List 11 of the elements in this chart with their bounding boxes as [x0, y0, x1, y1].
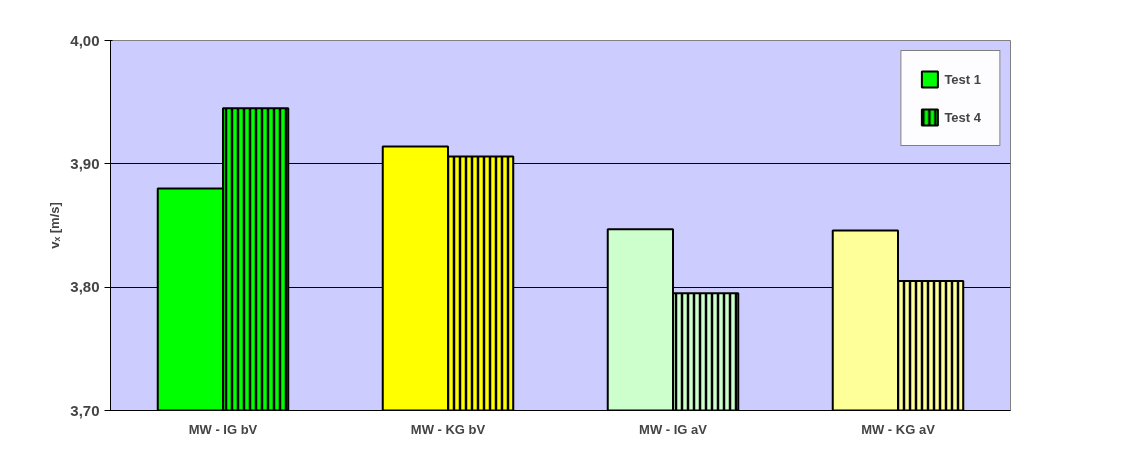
legend-label: Test 4: [944, 109, 981, 125]
y-tick-label: 3,80: [70, 278, 100, 296]
x-tick-label: MW - KG aV: [861, 421, 936, 437]
x-tick-label: MW - IG bV: [188, 421, 258, 437]
y-axis-title: vₓ [m/s]: [47, 202, 63, 249]
legend-label: Test 1: [944, 71, 981, 87]
y-tick-label: 3,70: [70, 401, 100, 419]
y-tick-label: 3,90: [70, 154, 100, 172]
x-tick-label: MW - IG aV: [639, 421, 708, 437]
y-tick-label: 4,00: [70, 31, 100, 49]
x-tick-label: MW - KG bV: [410, 421, 486, 437]
